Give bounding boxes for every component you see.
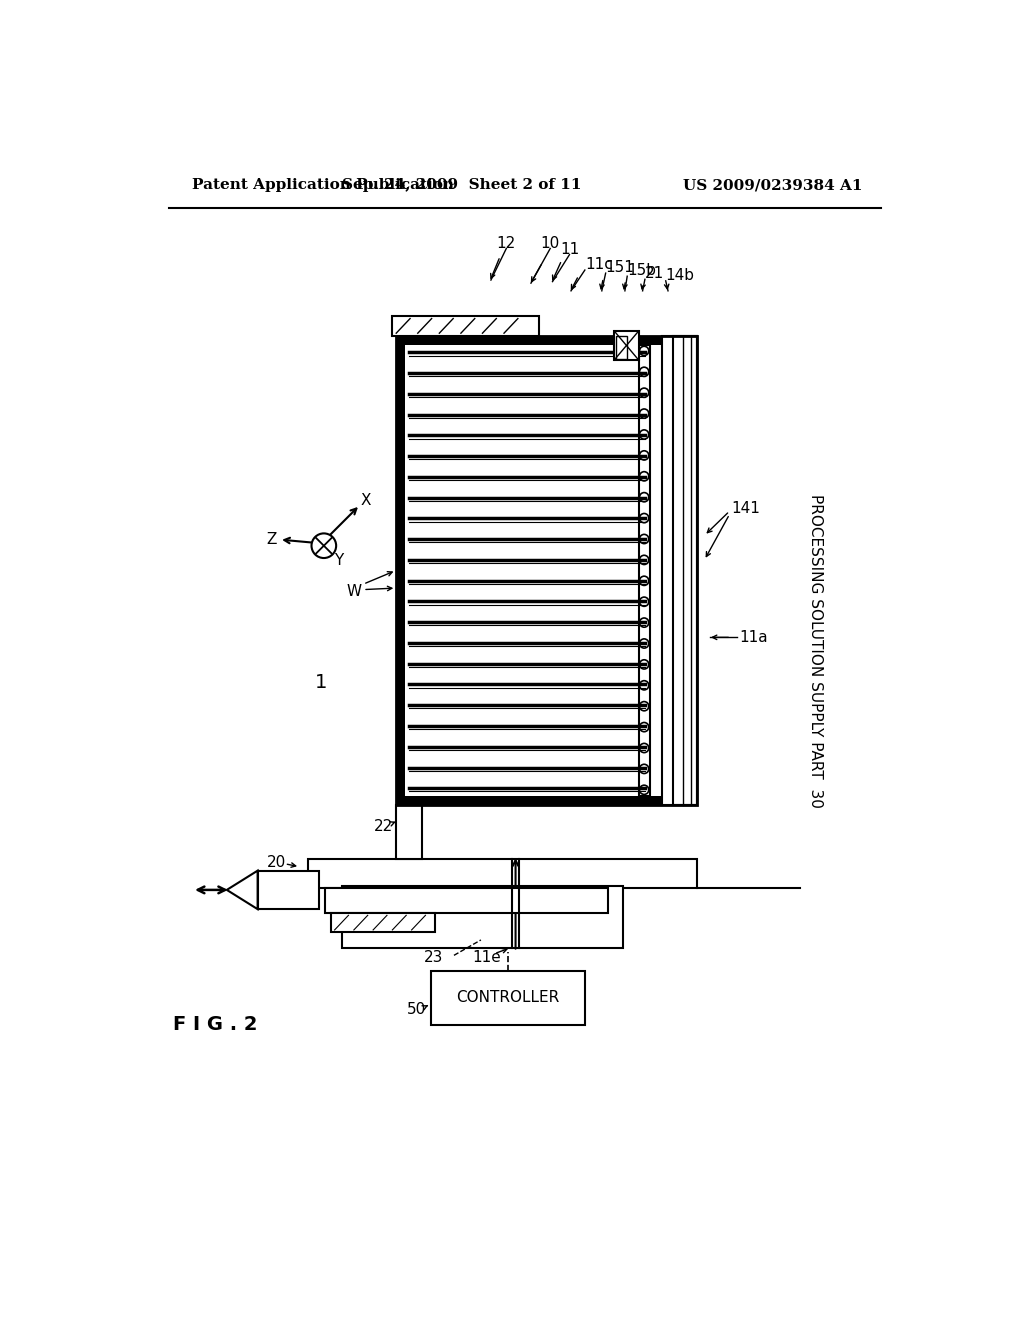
Text: 11a: 11a — [739, 630, 767, 645]
Text: 50: 50 — [408, 1002, 427, 1016]
Text: 11e: 11e — [472, 950, 501, 965]
Circle shape — [640, 743, 649, 752]
Circle shape — [640, 764, 649, 774]
Bar — [406, 345, 687, 796]
Bar — [674, 335, 696, 805]
Bar — [258, 871, 319, 909]
Text: 12: 12 — [497, 235, 516, 251]
Text: W: W — [346, 583, 361, 599]
Circle shape — [640, 618, 649, 627]
Text: US 2009/0239384 A1: US 2009/0239384 A1 — [683, 178, 862, 193]
Circle shape — [640, 513, 649, 523]
Bar — [396, 796, 696, 805]
Bar — [392, 317, 539, 335]
Text: Y: Y — [334, 553, 343, 568]
Text: 20: 20 — [267, 854, 287, 870]
Circle shape — [640, 535, 649, 544]
Text: 14b: 14b — [666, 268, 694, 282]
Bar — [615, 335, 628, 359]
Circle shape — [640, 785, 649, 795]
Text: 151: 151 — [605, 260, 635, 276]
Text: CONTROLLER: CONTROLLER — [457, 990, 559, 1006]
Circle shape — [640, 451, 649, 461]
Circle shape — [640, 556, 649, 565]
Text: 22: 22 — [374, 820, 393, 834]
Circle shape — [640, 722, 649, 731]
Bar — [687, 335, 696, 805]
Circle shape — [640, 597, 649, 606]
Text: 141: 141 — [731, 502, 760, 516]
Circle shape — [640, 409, 649, 418]
Text: 11c: 11c — [585, 257, 612, 272]
Text: Z: Z — [266, 532, 276, 546]
Text: Patent Application Publication: Patent Application Publication — [193, 178, 455, 193]
Text: 21: 21 — [645, 267, 665, 281]
Text: 1: 1 — [315, 672, 328, 692]
Text: Sep. 24, 2009  Sheet 2 of 11: Sep. 24, 2009 Sheet 2 of 11 — [342, 178, 582, 193]
Circle shape — [640, 492, 649, 502]
Bar — [662, 335, 696, 805]
Bar — [342, 886, 624, 948]
Bar — [396, 335, 406, 805]
Circle shape — [640, 471, 649, 480]
Bar — [396, 805, 422, 859]
Bar — [614, 331, 639, 360]
Text: 10: 10 — [541, 235, 560, 251]
Circle shape — [640, 430, 649, 440]
Bar — [431, 970, 585, 1024]
Bar — [674, 335, 696, 805]
Circle shape — [640, 367, 649, 376]
Bar — [639, 345, 650, 796]
Circle shape — [640, 346, 649, 355]
Text: 15b: 15b — [628, 263, 656, 279]
Circle shape — [311, 533, 336, 558]
Bar — [331, 913, 435, 932]
Bar — [307, 859, 696, 887]
Circle shape — [640, 639, 649, 648]
Circle shape — [640, 577, 649, 586]
Bar — [396, 335, 696, 345]
Circle shape — [640, 702, 649, 710]
Text: 23: 23 — [424, 950, 442, 965]
Text: X: X — [360, 492, 372, 508]
Bar — [396, 335, 696, 805]
Circle shape — [640, 388, 649, 397]
Circle shape — [640, 660, 649, 669]
Circle shape — [640, 681, 649, 690]
Text: F I G . 2: F I G . 2 — [173, 1015, 257, 1034]
Polygon shape — [226, 871, 258, 909]
Text: 11: 11 — [560, 242, 580, 257]
Text: PROCESSING SOLUTION SUPPLY PART  30: PROCESSING SOLUTION SUPPLY PART 30 — [808, 494, 823, 808]
Bar — [325, 887, 608, 913]
